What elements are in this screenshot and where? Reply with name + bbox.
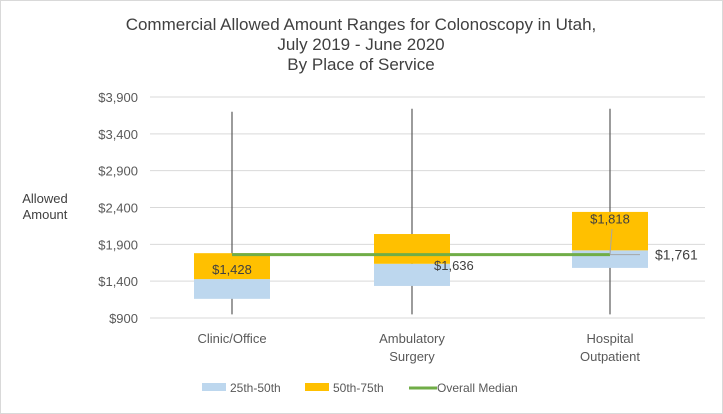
y-axis-label: Allowed (22, 191, 68, 206)
x-tick-label: Outpatient (580, 349, 640, 364)
chart-title-line: By Place of Service (287, 55, 434, 74)
legend-label: 25th-50th (230, 381, 281, 395)
x-tick-label: Surgery (389, 349, 435, 364)
legend-swatch (202, 383, 226, 391)
median-data-label: $1,428 (212, 262, 252, 277)
box-50th-75th (572, 211, 648, 251)
y-tick-label: $1,400 (98, 274, 138, 289)
box-50th-75th (194, 253, 270, 280)
y-tick-label: $2,400 (98, 201, 138, 216)
overall-median-label: $1,761 (655, 247, 698, 263)
label-leader-line (609, 228, 613, 255)
y-axis-label: Amount (23, 207, 68, 222)
y-tick-label: $900 (109, 311, 138, 326)
median-data-label: $1,818 (590, 211, 630, 226)
median-data-label: $1,636 (434, 258, 474, 273)
legend-swatch (305, 383, 329, 391)
x-tick-label: Hospital (587, 331, 634, 346)
y-tick-label: $1,900 (98, 237, 138, 252)
x-tick-label: Ambulatory (379, 331, 445, 346)
box-25th-50th (194, 279, 270, 299)
chart-title-line: July 2019 - June 2020 (277, 35, 444, 54)
y-tick-label: $3,400 (98, 127, 138, 142)
chart-title-line: Commercial Allowed Amount Ranges for Col… (126, 15, 597, 34)
legend-label: Overall Median (437, 381, 518, 395)
x-tick-label: Clinic/Office (197, 331, 266, 346)
legend-label: 50th-75th (333, 381, 384, 395)
y-tick-label: $2,900 (98, 164, 138, 179)
y-tick-label: $3,900 (98, 90, 138, 105)
box-50th-75th (374, 234, 450, 264)
box-25th-50th (374, 263, 450, 286)
